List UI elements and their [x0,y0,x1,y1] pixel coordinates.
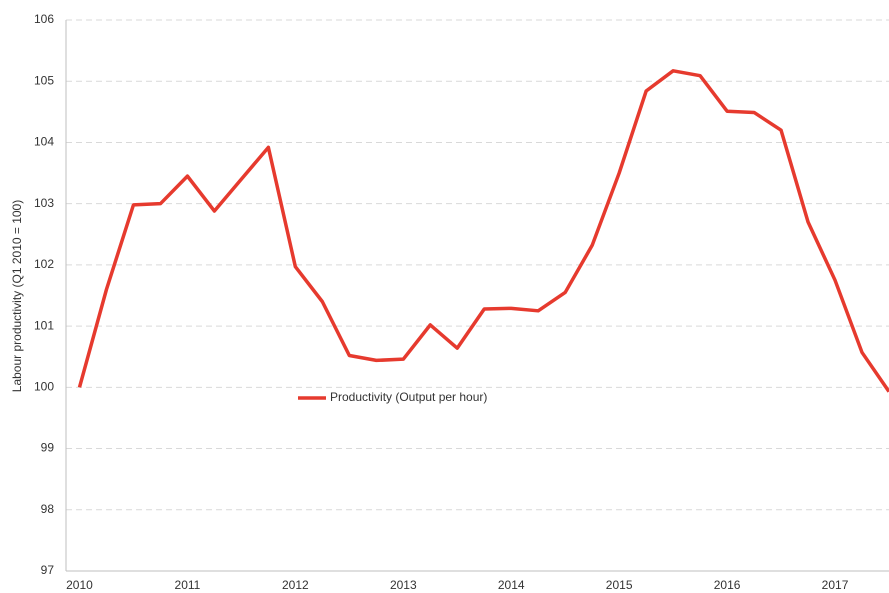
y-tick-label: 104 [34,135,54,149]
y-tick-label: 103 [34,196,54,210]
y-tick-label: 100 [34,380,54,394]
x-tick-label: 2012 [282,578,309,592]
x-tick-label: 2015 [606,578,633,592]
x-tick-label: 2010 [66,578,93,592]
x-tick-label: 2014 [498,578,525,592]
data-line [77,69,889,393]
legend-label: Productivity (Output per hour) [330,390,487,404]
y-tick-label: 105 [34,73,54,87]
x-tick-label: 2011 [175,578,201,592]
x-tick-label: 2016 [714,578,741,592]
y-tick-label: 97 [41,563,55,577]
y-tick-label: 101 [34,318,54,332]
y-tick-label: 102 [34,257,54,271]
y-tick-label: 98 [41,502,55,516]
x-tick-label: 2017 [822,578,849,592]
y-tick-label: 99 [41,441,55,455]
y-tick-label: 106 [34,12,54,26]
y-axis-label: Labour productivity (Q1 2010 = 100) [10,200,24,392]
x-tick-label: 2013 [390,578,417,592]
